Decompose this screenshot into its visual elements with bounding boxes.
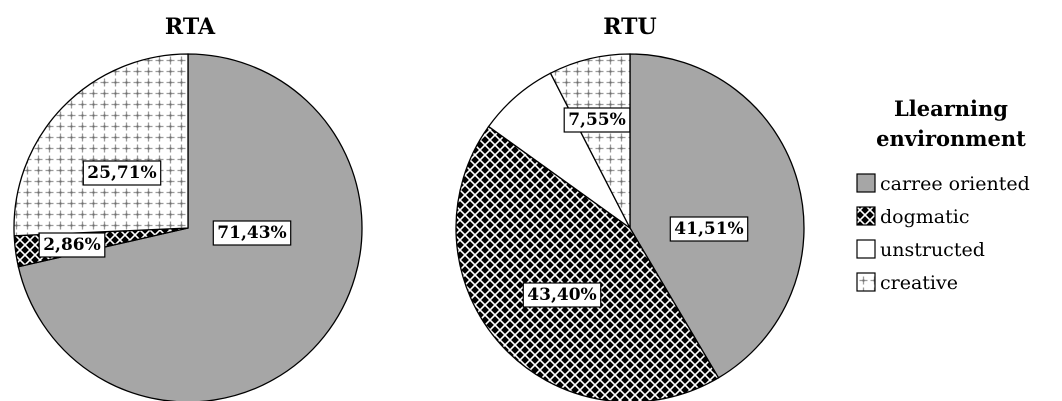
data-label-text-rta-carree-oriented: 71,43% <box>217 223 286 243</box>
data-label-box-rtu-creative <box>563 107 631 133</box>
data-label-rta-dogmatic: 2,86% <box>38 232 106 258</box>
legend-title-line2: environment <box>876 126 1026 151</box>
data-label-text-rtu-dogmatic: 43,40% <box>527 285 596 305</box>
chart-title-rta: RTA <box>165 14 216 40</box>
data-label-text-rta-creative: 25,71% <box>87 163 156 183</box>
pie-chart-rta: RTA 71,43% 2,86% 25,71% <box>13 14 363 401</box>
data-label-rtu-dogmatic: 43,40% <box>522 282 602 308</box>
data-label-rta-carree-oriented: 71,43% <box>212 220 292 246</box>
data-label-text-rtu-creative: 7,55% <box>568 110 626 130</box>
pie-slice-rtu-creative <box>549 53 631 229</box>
pie-slice-rta-creative <box>13 53 189 237</box>
legend-swatch-dogmatic <box>856 206 876 226</box>
data-label-rta-creative: 25,71% <box>82 160 162 186</box>
legend-title-line1: Llearning <box>894 96 1008 121</box>
data-label-box-rta-carree-oriented <box>212 220 292 246</box>
legend: Llearning environment carree oriented do… <box>856 96 1030 294</box>
legend-label-creative: creative <box>880 272 958 294</box>
data-label-text-rtu-carree-oriented: 41,51% <box>674 219 743 239</box>
data-label-text-rta-dogmatic: 2,86% <box>43 235 101 255</box>
data-label-box-rtu-dogmatic <box>522 282 602 308</box>
pie-chart-rtu: RTU 41,51% 43,40% 7,55% <box>455 14 805 401</box>
data-label-rtu-creative: 7,55% <box>563 107 631 133</box>
data-label-box-rtu-carree-oriented <box>669 216 749 242</box>
legend-label-carree-oriented: carree oriented <box>880 173 1030 195</box>
legend-label-dogmatic: dogmatic <box>880 206 969 228</box>
pie-slice-rtu-dogmatic <box>455 125 720 401</box>
pie-slice-rtu-carree-oriented <box>629 53 805 379</box>
data-label-box-rta-creative <box>82 160 162 186</box>
data-label-rtu-carree-oriented: 41,51% <box>669 216 749 242</box>
legend-swatch-unstructed <box>856 239 876 259</box>
chart-title-rtu: RTU <box>603 14 656 40</box>
legend-swatch-carree-oriented <box>856 173 876 193</box>
legend-label-unstructed: unstructed <box>880 239 985 261</box>
legend-swatch-creative <box>856 272 876 292</box>
pie-slice-rta-carree-oriented <box>17 53 363 401</box>
data-label-box-rta-dogmatic <box>38 232 106 258</box>
